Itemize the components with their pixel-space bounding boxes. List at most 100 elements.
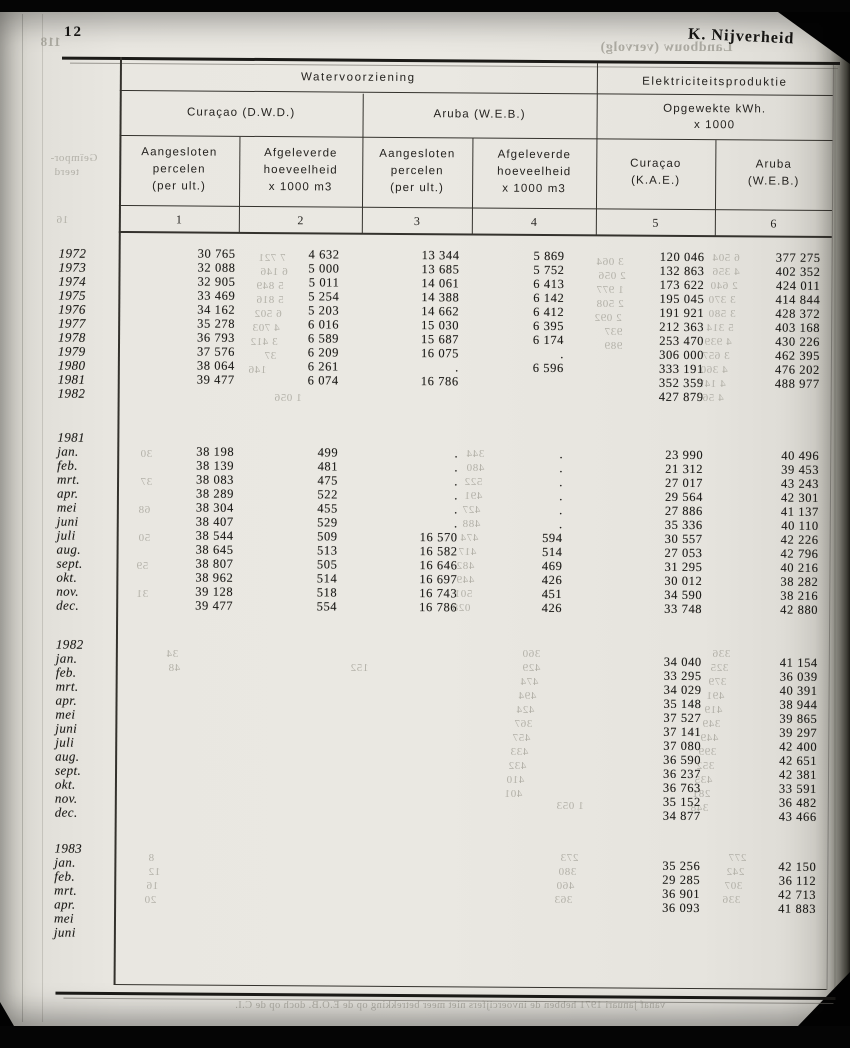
table-cell: [111, 777, 232, 792]
column-number-5: 5: [652, 215, 659, 230]
page-curve-line: [834, 66, 836, 996]
table-cell: 469: [541, 558, 563, 574]
row-label: mei: [55, 706, 76, 722]
table-cell: 476 202: [774, 362, 820, 377]
table-cell: .: [559, 475, 564, 490]
row-label: juni: [56, 513, 79, 529]
table-cell: [232, 778, 336, 793]
row-label: aug.: [55, 748, 80, 764]
table-cell: 36 112: [778, 873, 817, 888]
row-label: 1972: [58, 245, 87, 261]
row-label: 1978: [58, 329, 86, 345]
row-label: 1979: [57, 343, 86, 359]
table-cell: [456, 723, 561, 738]
table-cell: [336, 807, 456, 822]
table-cell: 414 844: [775, 292, 821, 307]
table-cell: 39 128: [195, 584, 234, 599]
table-cell: 42 381: [778, 767, 818, 782]
table-cell: 499: [317, 445, 339, 460]
table-cell: [110, 883, 231, 898]
table-cell: 36 590: [663, 752, 702, 768]
table-cell: [232, 750, 336, 765]
table-cell: 15 030: [421, 318, 460, 333]
table-cell: [335, 913, 455, 928]
table-cell: 42 301: [780, 490, 820, 505]
table-cell: [112, 665, 233, 680]
table-cell: 306 000: [659, 347, 705, 363]
table-cell: 38 216: [780, 588, 819, 603]
table-cell: 16 646: [419, 558, 458, 573]
row-label: 1976: [58, 301, 86, 317]
table-cell: [336, 751, 456, 766]
table-cell: 38 139: [196, 458, 235, 473]
table-cell: 43 466: [778, 809, 817, 824]
column-header-6: Aruba (W.E.B.): [747, 158, 800, 188]
table-cell: [456, 737, 561, 752]
row-label: jan.: [54, 854, 76, 870]
table-cell: [560, 914, 700, 929]
row-label: feb.: [54, 868, 76, 884]
column-number-3: 3: [413, 214, 420, 229]
row-label: feb.: [57, 457, 78, 473]
table-cell: 333 191: [658, 361, 704, 377]
page-edge-line: [42, 14, 43, 1022]
row-label: 1977: [58, 315, 86, 331]
table-cell: 30 557: [664, 531, 703, 547]
paper-background: [0, 12, 850, 1026]
table-cell: 34 877: [662, 808, 701, 824]
table-cell: 6 074: [307, 373, 339, 388]
table-cell: 6 016: [307, 317, 340, 332]
table-cell: 5 000: [308, 261, 340, 276]
table-cell: 33 748: [664, 601, 703, 617]
row-label: juni: [53, 924, 76, 940]
table-cell: .: [453, 516, 458, 531]
table-cell: 195 045: [659, 291, 705, 307]
table-cell: 352 359: [658, 375, 704, 391]
row-label: 1975: [58, 287, 87, 303]
table-cell: [336, 765, 456, 780]
table-section: 1981 jan. 38 198 499.. 23 990 40 496 feb. 38 13…: [56, 430, 819, 617]
table-cell: .: [454, 488, 459, 503]
table-cell: [457, 653, 562, 668]
row-label: nov.: [56, 583, 79, 599]
row-label: okt.: [56, 569, 78, 585]
table-cell: 42 880: [780, 602, 819, 617]
table-cell: [455, 885, 560, 900]
table-cell: 36 763: [662, 780, 701, 796]
table-cell: [456, 807, 561, 822]
table-cell: [232, 708, 336, 723]
table-cell: .: [559, 489, 564, 504]
row-label: aug.: [56, 541, 81, 557]
table-cell: [231, 884, 335, 899]
table-cell: [335, 885, 455, 900]
table-cell: 509: [317, 529, 338, 544]
row-label: mei: [56, 499, 77, 515]
table-cell: [456, 765, 561, 780]
table-cell: [700, 915, 816, 930]
table-cell: [110, 869, 231, 884]
table-cell: [456, 695, 561, 710]
row-label: apr.: [56, 485, 79, 501]
table-cell: 514: [316, 571, 338, 586]
table-cell: 36 793: [197, 330, 236, 345]
table-cell: [111, 805, 232, 820]
page-number: 12: [64, 24, 83, 40]
table-cell: [111, 763, 232, 778]
table-cell: 36 093: [662, 900, 701, 916]
table-cell: 33 591: [778, 781, 817, 796]
table-cell: 16 786: [419, 600, 458, 615]
row-label: jan.: [57, 443, 79, 459]
table-cell: 377 275: [775, 250, 821, 265]
table-cell: 39 477: [196, 372, 235, 387]
page-edge-line: [22, 14, 23, 1022]
table-cell: 191 921: [659, 305, 705, 321]
column-header-1: Aangesloten percelen (per ult.): [141, 146, 218, 193]
table-cell: 5 752: [533, 262, 565, 278]
table-cell: 38 407: [195, 514, 234, 529]
table-cell: 42 400: [779, 739, 818, 754]
section-label: 1983: [54, 840, 83, 856]
table-section: 1982 jan. 34 040 41 154 feb. 33 295 36 039 mrt.…: [55, 637, 818, 824]
header-curacao-dwd: Curaçao (D.W.D.): [186, 106, 296, 120]
table-cell: [336, 793, 456, 808]
